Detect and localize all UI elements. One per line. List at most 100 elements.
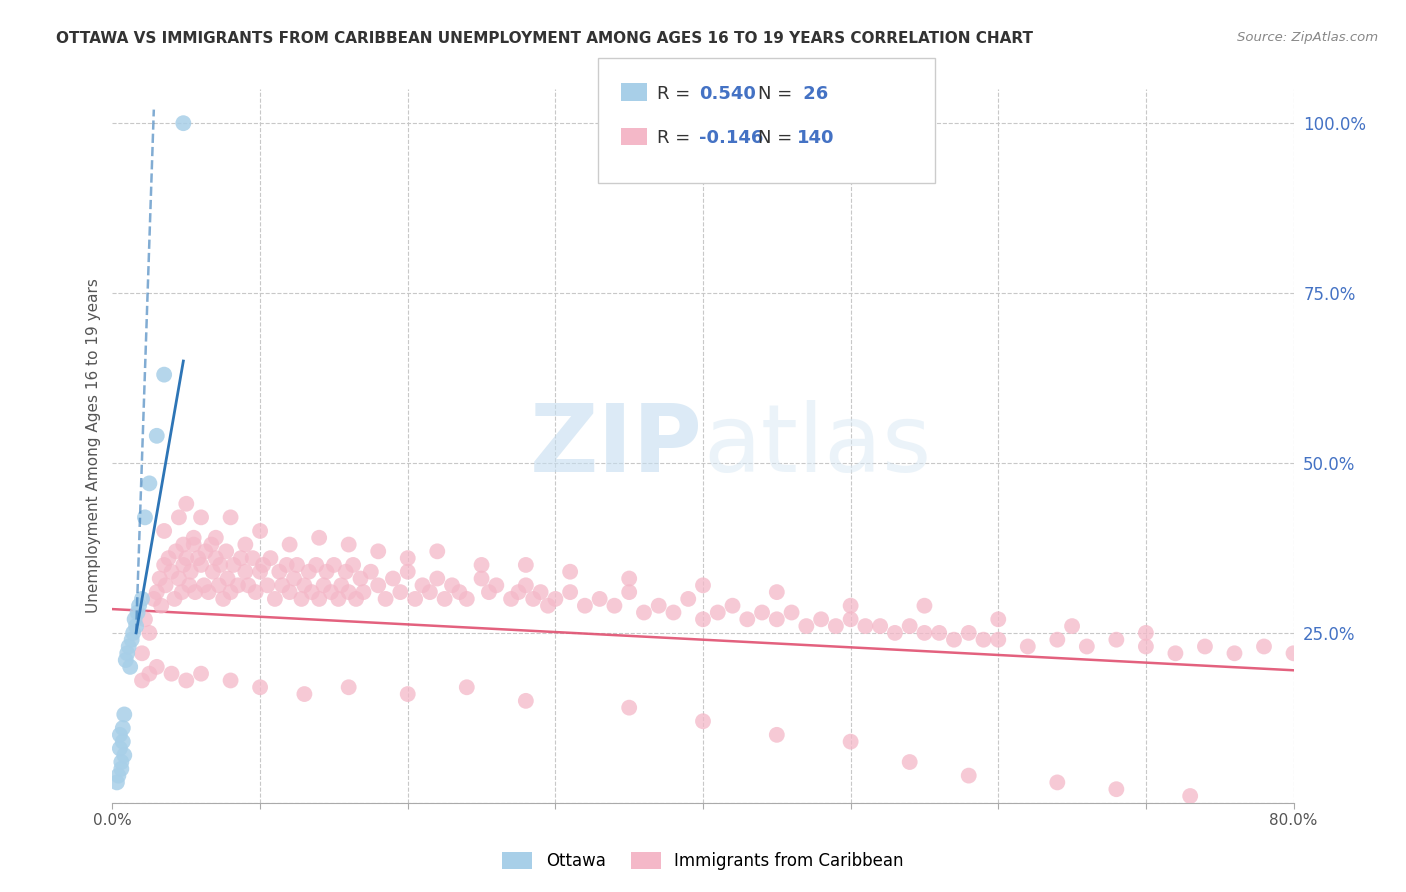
- Point: [134, 510, 156, 524]
- Point: [508, 585, 530, 599]
- Point: [153, 524, 176, 538]
- Point: [522, 591, 544, 606]
- Point: [426, 544, 449, 558]
- Point: [869, 619, 891, 633]
- Point: [824, 619, 846, 633]
- Point: [1135, 640, 1157, 654]
- Point: [315, 565, 337, 579]
- Text: R =: R =: [657, 85, 696, 103]
- Point: [108, 741, 131, 756]
- Point: [167, 572, 190, 586]
- Point: [1076, 640, 1098, 654]
- Point: [441, 578, 464, 592]
- Point: [131, 673, 153, 688]
- Point: [1105, 782, 1128, 797]
- Point: [276, 558, 298, 572]
- Point: [374, 591, 396, 606]
- Point: [208, 578, 231, 592]
- Point: [264, 591, 287, 606]
- Point: [914, 626, 936, 640]
- Point: [146, 429, 169, 443]
- Point: [271, 578, 294, 592]
- Point: [470, 572, 494, 586]
- Point: [153, 558, 176, 572]
- Point: [456, 680, 478, 694]
- Point: [128, 599, 150, 613]
- Text: OTTAWA VS IMMIGRANTS FROM CARIBBEAN UNEMPLOYMENT AMONG AGES 16 TO 19 YEARS CORRE: OTTAWA VS IMMIGRANTS FROM CARIBBEAN UNEM…: [56, 31, 1033, 46]
- Point: [692, 714, 714, 729]
- Point: [330, 578, 353, 592]
- Point: [107, 769, 129, 783]
- Point: [160, 565, 183, 579]
- Point: [335, 565, 357, 579]
- Text: N =: N =: [758, 129, 797, 147]
- Text: Source: ZipAtlas.com: Source: ZipAtlas.com: [1237, 31, 1378, 45]
- Point: [219, 673, 242, 688]
- Point: [278, 585, 301, 599]
- Text: 0.540: 0.540: [699, 85, 755, 103]
- Point: [172, 558, 194, 572]
- Point: [1046, 632, 1069, 647]
- Point: [342, 558, 364, 572]
- Point: [114, 653, 136, 667]
- Point: [396, 551, 419, 566]
- Point: [839, 612, 862, 626]
- Point: [229, 551, 252, 566]
- Point: [957, 769, 980, 783]
- Point: [449, 585, 471, 599]
- Point: [633, 606, 655, 620]
- Point: [942, 632, 965, 647]
- Point: [396, 565, 419, 579]
- Point: [193, 578, 215, 592]
- Point: [111, 734, 134, 748]
- Point: [142, 591, 165, 606]
- Point: [172, 116, 194, 130]
- Point: [344, 591, 367, 606]
- Point: [1223, 646, 1246, 660]
- Point: [110, 755, 132, 769]
- Point: [174, 551, 197, 566]
- Point: [200, 537, 222, 551]
- Point: [1400, 653, 1406, 667]
- Point: [839, 599, 862, 613]
- Point: [308, 591, 330, 606]
- Point: [167, 510, 190, 524]
- Point: [110, 762, 132, 776]
- Point: [118, 640, 141, 654]
- Point: [219, 510, 242, 524]
- Point: [190, 510, 212, 524]
- Point: [215, 544, 238, 558]
- Point: [855, 619, 877, 633]
- Point: [292, 578, 315, 592]
- Point: [165, 544, 187, 558]
- Point: [222, 558, 245, 572]
- Point: [131, 591, 153, 606]
- Point: [112, 748, 135, 763]
- Point: [706, 606, 728, 620]
- Point: [121, 632, 143, 647]
- Point: [146, 660, 169, 674]
- Point: [205, 551, 228, 566]
- Point: [780, 606, 803, 620]
- Point: [183, 537, 205, 551]
- Point: [529, 585, 551, 599]
- Point: [1062, 619, 1084, 633]
- Point: [389, 585, 412, 599]
- Point: [337, 537, 360, 551]
- Point: [146, 585, 169, 599]
- Point: [501, 591, 523, 606]
- Point: [226, 578, 249, 592]
- Point: [1282, 646, 1305, 660]
- Point: [292, 687, 315, 701]
- Point: [252, 558, 274, 572]
- Point: [269, 565, 291, 579]
- Point: [122, 626, 145, 640]
- Point: [238, 578, 260, 592]
- Point: [290, 591, 312, 606]
- Point: [1371, 646, 1393, 660]
- Point: [163, 591, 186, 606]
- Point: [187, 551, 209, 566]
- Point: [301, 585, 323, 599]
- Text: 26: 26: [797, 85, 828, 103]
- Text: -0.146: -0.146: [699, 129, 763, 147]
